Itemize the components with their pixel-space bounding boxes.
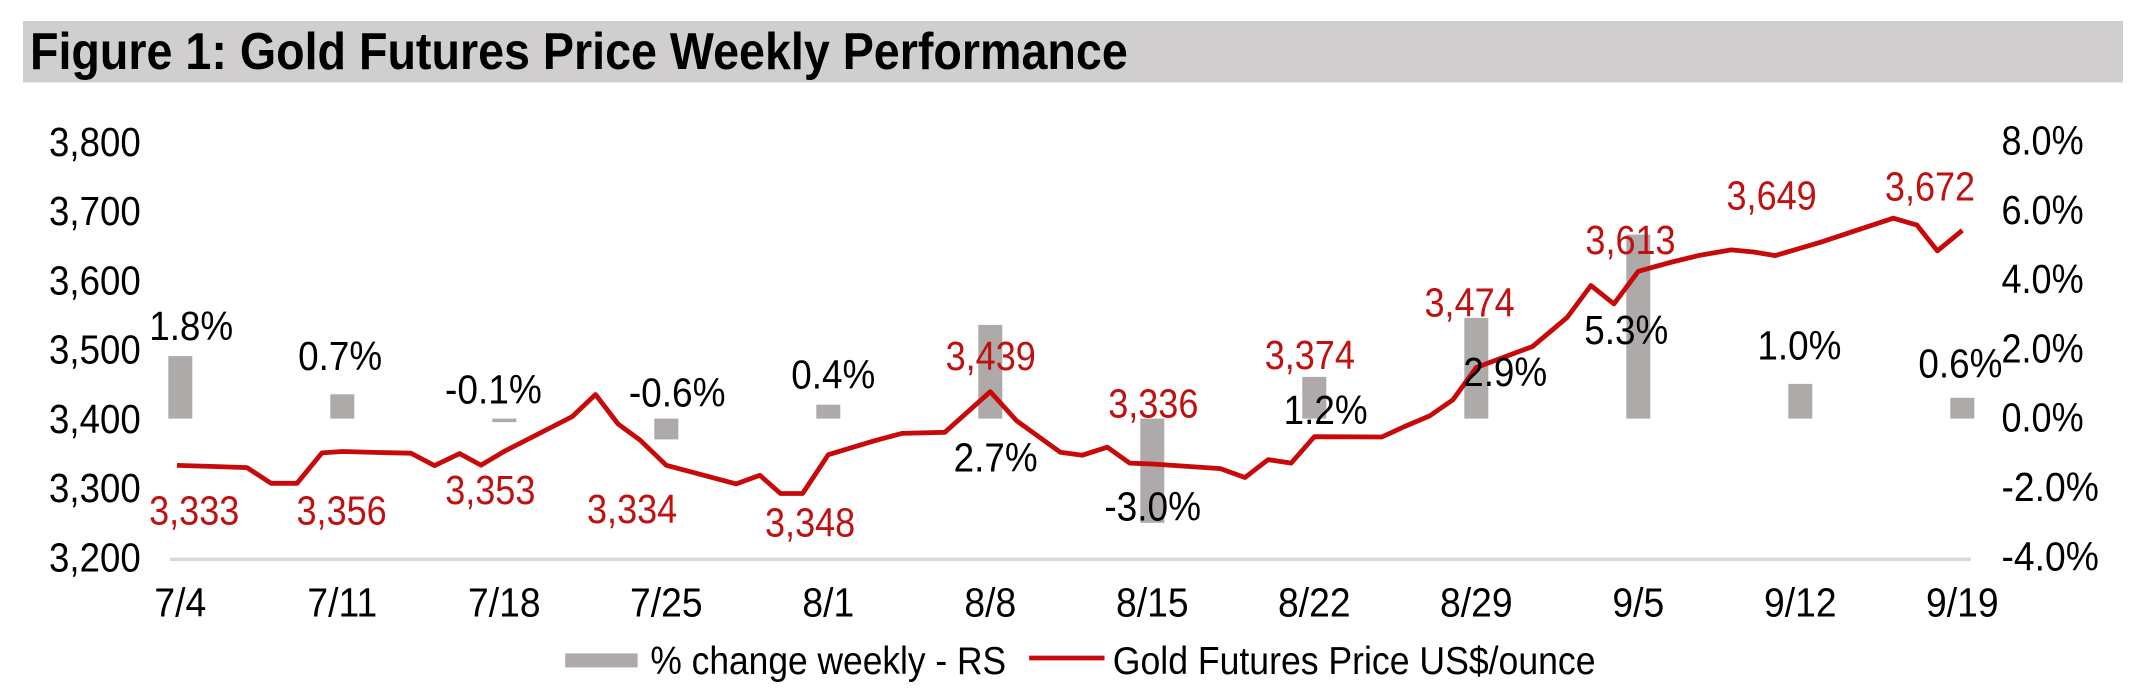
svg-text:3,474: 3,474	[1425, 281, 1515, 326]
svg-text:9/12: 9/12	[1764, 581, 1837, 626]
svg-text:3,356: 3,356	[297, 489, 387, 534]
svg-text:3,672: 3,672	[1885, 164, 1975, 209]
svg-text:9/5: 9/5	[1612, 581, 1664, 626]
svg-text:3,649: 3,649	[1727, 173, 1817, 218]
svg-text:3,400: 3,400	[49, 397, 141, 442]
svg-text:8/1: 8/1	[802, 581, 854, 626]
svg-text:2.7%: 2.7%	[954, 436, 1038, 481]
svg-text:0.0%: 0.0%	[2002, 396, 2084, 441]
svg-text:2.9%: 2.9%	[1463, 350, 1547, 395]
svg-text:-2.0%: -2.0%	[2002, 466, 2099, 511]
svg-text:3,300: 3,300	[49, 467, 141, 512]
svg-text:8/15: 8/15	[1116, 581, 1189, 626]
svg-text:3,374: 3,374	[1265, 333, 1355, 378]
svg-text:3,334: 3,334	[587, 487, 677, 532]
svg-text:3,613: 3,613	[1585, 218, 1675, 263]
svg-text:3,800: 3,800	[49, 120, 141, 165]
svg-text:1.8%: 1.8%	[149, 305, 233, 350]
svg-text:1.0%: 1.0%	[1757, 324, 1841, 369]
svg-text:0.6%: 0.6%	[1918, 342, 2002, 387]
svg-text:3,600: 3,600	[49, 259, 141, 304]
svg-text:4.0%: 4.0%	[2002, 257, 2084, 302]
svg-text:7/11: 7/11	[307, 581, 377, 626]
svg-text:-0.1%: -0.1%	[445, 368, 542, 413]
svg-text:3,500: 3,500	[49, 328, 141, 373]
svg-text:% change weekly - RS: % change weekly - RS	[650, 638, 1006, 682]
svg-text:3,353: 3,353	[445, 468, 535, 513]
svg-text:7/4: 7/4	[154, 581, 206, 626]
svg-text:7/25: 7/25	[630, 581, 703, 626]
svg-text:3,333: 3,333	[149, 489, 239, 534]
svg-text:3,200: 3,200	[49, 536, 141, 581]
svg-text:8/29: 8/29	[1440, 581, 1513, 626]
svg-text:2.0%: 2.0%	[2002, 326, 2084, 371]
svg-text:-3.0%: -3.0%	[1104, 485, 1201, 530]
svg-text:Figure 1: Gold Futures Price W: Figure 1: Gold Futures Price Weekly Perf…	[30, 23, 1128, 81]
svg-text:0.7%: 0.7%	[298, 335, 382, 380]
svg-text:8/22: 8/22	[1278, 581, 1351, 626]
svg-text:Gold Futures Price US$/ounce: Gold Futures Price US$/ounce	[1113, 638, 1596, 682]
svg-text:5.3%: 5.3%	[1584, 308, 1668, 353]
svg-text:9/19: 9/19	[1926, 581, 1999, 626]
svg-text:-4.0%: -4.0%	[2002, 535, 2099, 580]
svg-text:0.4%: 0.4%	[791, 353, 875, 398]
svg-text:6.0%: 6.0%	[2002, 188, 2084, 233]
svg-text:-0.6%: -0.6%	[629, 371, 726, 416]
svg-text:1.2%: 1.2%	[1284, 388, 1368, 433]
svg-text:3,348: 3,348	[765, 501, 855, 546]
svg-text:3,336: 3,336	[1108, 382, 1198, 427]
svg-text:3,700: 3,700	[49, 190, 141, 235]
svg-text:7/18: 7/18	[468, 581, 541, 626]
svg-text:8.0%: 8.0%	[2002, 119, 2084, 164]
svg-text:3,439: 3,439	[946, 334, 1036, 379]
svg-text:8/8: 8/8	[964, 581, 1016, 626]
